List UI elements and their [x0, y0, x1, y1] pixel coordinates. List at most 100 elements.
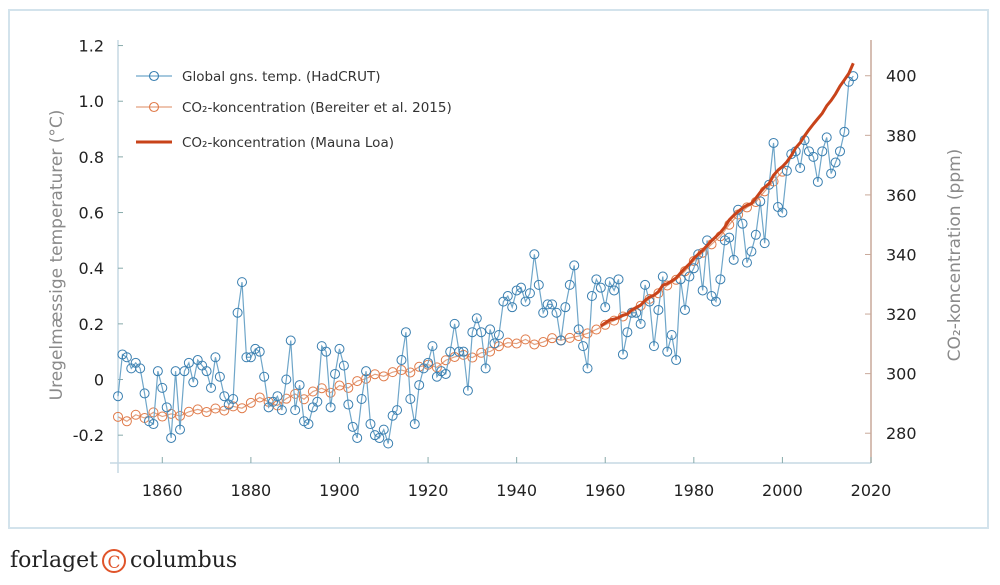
temperature-point: [471, 313, 482, 324]
legend-label-temp: Global gns. temp. (HadCRUT): [182, 69, 380, 85]
temperature-point: [272, 391, 283, 402]
temperature-point: [507, 302, 518, 313]
temperature-point: [604, 277, 615, 288]
temperature-point: [564, 279, 575, 290]
x-tick-label: 1960: [585, 481, 626, 500]
temperature-point: [352, 432, 363, 443]
bereiter-co2-point: [254, 392, 265, 403]
temperature-point: [152, 366, 163, 377]
temperature-point: [493, 329, 504, 340]
temperature-point: [161, 402, 172, 413]
y-right-tick-label: 380: [886, 126, 917, 145]
temperature-point: [569, 260, 580, 271]
temperature-point: [290, 405, 301, 416]
temperature-point: [728, 254, 739, 265]
temperature-point: [365, 419, 376, 430]
bereiter-co2-point: [307, 386, 318, 397]
temperature-point: [166, 432, 177, 443]
x-tick-label: 1880: [231, 481, 272, 500]
temperature-point: [662, 346, 673, 357]
temperature-point: [414, 380, 425, 391]
bereiter-co2-point: [378, 371, 389, 382]
temperature-point: [188, 377, 199, 388]
temperature-point: [555, 335, 566, 346]
y-left-tick-label: 0.8: [79, 148, 104, 167]
temperature-point: [121, 352, 132, 363]
bereiter-co2-point: [582, 328, 593, 339]
temperature-point: [396, 355, 407, 366]
temperature-point: [542, 299, 553, 310]
temperature-point: [206, 382, 217, 393]
bereiter-co2-point: [237, 403, 248, 414]
x-tick-label: 2000: [762, 481, 803, 500]
y-right-tick-label: 320: [886, 305, 917, 324]
temperature-point: [201, 366, 212, 377]
temperature-point: [795, 163, 806, 174]
temperature-point: [613, 274, 624, 285]
temperature-point: [697, 285, 708, 296]
temperature-point: [383, 438, 394, 449]
temperature-point: [334, 343, 345, 354]
temperature-point: [516, 282, 527, 293]
temperature-point: [400, 327, 411, 338]
bereiter-co2-point: [343, 382, 354, 393]
logo-symbol: C: [102, 548, 126, 573]
temperature-line: [117, 75, 854, 444]
bereiter-co2-point: [201, 407, 212, 418]
temperature-point: [135, 363, 146, 374]
temperature-point: [276, 405, 287, 416]
bereiter-co2-point: [467, 352, 478, 363]
temperature-point: [454, 346, 465, 357]
y-left-tick-label: 0.2: [79, 315, 104, 334]
temperature-point: [755, 196, 766, 207]
bereiter-co2-point: [653, 288, 664, 299]
temperature-point: [741, 257, 752, 268]
temperature-point: [679, 304, 690, 315]
temperature-point: [476, 327, 487, 338]
temperature-point: [214, 371, 225, 382]
temperature-point: [347, 421, 358, 432]
temperature-point: [210, 352, 221, 363]
bereiter-co2-point: [440, 355, 451, 366]
temperature-point: [281, 374, 292, 385]
temperature-point: [113, 391, 123, 402]
temperature-point: [502, 291, 513, 302]
temperature-point: [777, 207, 788, 218]
temperature-point: [547, 299, 558, 310]
temperature-point: [157, 382, 168, 393]
temperature-point: [817, 146, 828, 157]
publisher-logo: forlaget C columbus: [10, 548, 237, 573]
temperature-point: [378, 424, 389, 435]
temperature-point: [343, 399, 354, 410]
temperature-point: [622, 327, 633, 338]
temperature-point: [259, 371, 270, 382]
bereiter-co2-point: [520, 334, 531, 345]
temperature-point: [392, 405, 403, 416]
temperature-point: [294, 380, 305, 391]
temperature-point: [285, 335, 296, 346]
y-left-tick-label: 0.4: [79, 259, 104, 278]
y-left-tick-label: -0.2: [73, 426, 104, 445]
temperature-point: [374, 432, 385, 443]
temperature-point: [573, 324, 584, 335]
legend-label-mauna-loa: CO₂-koncentration (Mauna Loa): [182, 135, 394, 151]
temperature-point: [361, 366, 372, 377]
temperature-point: [237, 277, 248, 288]
temperature-point: [768, 137, 779, 148]
temperature-point: [427, 341, 438, 352]
temperature-point: [489, 338, 500, 349]
bereiter-co2-point: [290, 388, 301, 399]
bereiter-co2-point: [591, 324, 602, 335]
legend-marker-temp: [148, 70, 160, 82]
x-tick-label: 1900: [319, 481, 360, 500]
x-tick-label: 2020: [851, 481, 892, 500]
temperature-point: [312, 396, 323, 407]
temperature-point: [582, 363, 593, 374]
temperature-point: [609, 285, 620, 296]
temperature-point: [560, 302, 571, 313]
chart-frame: [8, 9, 989, 529]
y-axis-right-title: CO₂-koncentration (ppm): [945, 149, 965, 362]
y-left-tick-label: 1.2: [79, 37, 104, 56]
temperature-point: [812, 176, 823, 187]
x-tick-label: 1980: [673, 481, 714, 500]
